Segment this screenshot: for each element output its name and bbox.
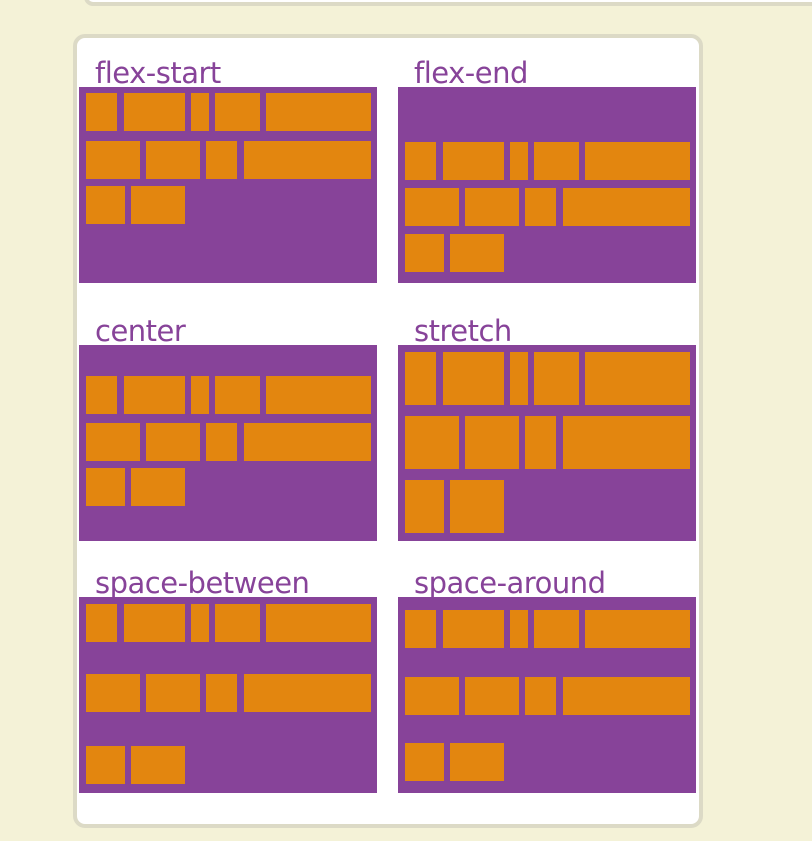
flex-item: [124, 604, 185, 642]
flex-item: [510, 142, 528, 180]
flex-item: [266, 376, 371, 414]
flex-container-space-around: [398, 597, 696, 793]
flex-item: [443, 610, 504, 648]
flex-container-flex-start: [79, 87, 377, 283]
flex-item: [443, 352, 504, 405]
flex-item: [563, 677, 690, 715]
flex-item: [86, 746, 125, 784]
flex-item: [563, 188, 690, 226]
flex-item: [131, 468, 185, 506]
flex-item: [146, 674, 200, 712]
flex-item: [510, 610, 528, 648]
flex-item: [86, 141, 140, 179]
flex-item: [405, 234, 444, 272]
flex-item: [206, 674, 237, 712]
flex-item: [191, 376, 209, 414]
flex-item: [450, 743, 504, 781]
flex-container-center: [79, 345, 377, 541]
flex-item: [450, 480, 504, 533]
flex-item: [86, 468, 125, 506]
flex-item: [405, 416, 459, 469]
flex-item: [405, 677, 459, 715]
flex-item: [124, 376, 185, 414]
flex-item: [244, 674, 371, 712]
flex-item: [465, 416, 519, 469]
flex-item: [86, 674, 140, 712]
flex-item: [534, 352, 579, 405]
flex-item: [563, 416, 690, 469]
flex-item: [510, 352, 528, 405]
align-content-demo-card: flex-start flex-end center stretch space-bet…: [73, 34, 703, 828]
flex-item: [146, 141, 200, 179]
flex-item: [585, 142, 690, 180]
flex-item: [443, 142, 504, 180]
flex-item: [131, 186, 185, 224]
flex-item: [405, 480, 444, 533]
flex-item: [450, 234, 504, 272]
flex-item: [465, 188, 519, 226]
flex-item: [191, 604, 209, 642]
flex-item: [206, 423, 237, 461]
flex-item: [585, 352, 690, 405]
demo-label-flex-start: flex-start: [95, 56, 221, 90]
flex-item: [244, 141, 371, 179]
flex-item: [405, 142, 436, 180]
flex-item: [405, 743, 444, 781]
flex-item: [131, 746, 185, 784]
flex-item: [525, 677, 556, 715]
demo-label-space-around: space-around: [414, 566, 606, 600]
flex-item: [86, 423, 140, 461]
demo-label-stretch: stretch: [414, 314, 512, 348]
flex-container-space-between: [79, 597, 377, 793]
demo-label-center: center: [95, 314, 186, 348]
flex-item: [405, 188, 459, 226]
flex-item: [534, 142, 579, 180]
flex-item: [244, 423, 371, 461]
flex-item: [215, 376, 260, 414]
demo-label-flex-end: flex-end: [414, 56, 528, 90]
flex-item: [525, 416, 556, 469]
flex-item: [465, 677, 519, 715]
flex-item: [206, 141, 237, 179]
flex-item: [86, 93, 117, 131]
flex-container-stretch: [398, 345, 696, 541]
flex-item: [534, 610, 579, 648]
flex-item: [215, 93, 260, 131]
flex-item: [86, 186, 125, 224]
flex-item: [266, 93, 371, 131]
flex-item: [585, 610, 690, 648]
flex-container-flex-end: [398, 87, 696, 283]
flex-item: [191, 93, 209, 131]
flex-item: [86, 604, 117, 642]
flex-item: [215, 604, 260, 642]
flex-item: [525, 188, 556, 226]
flex-item: [124, 93, 185, 131]
demo-label-space-between: space-between: [95, 566, 310, 600]
flex-item: [405, 610, 436, 648]
flex-item: [146, 423, 200, 461]
flex-item: [266, 604, 371, 642]
flex-item: [405, 352, 436, 405]
previous-card: [84, 0, 812, 6]
flex-item: [86, 376, 117, 414]
